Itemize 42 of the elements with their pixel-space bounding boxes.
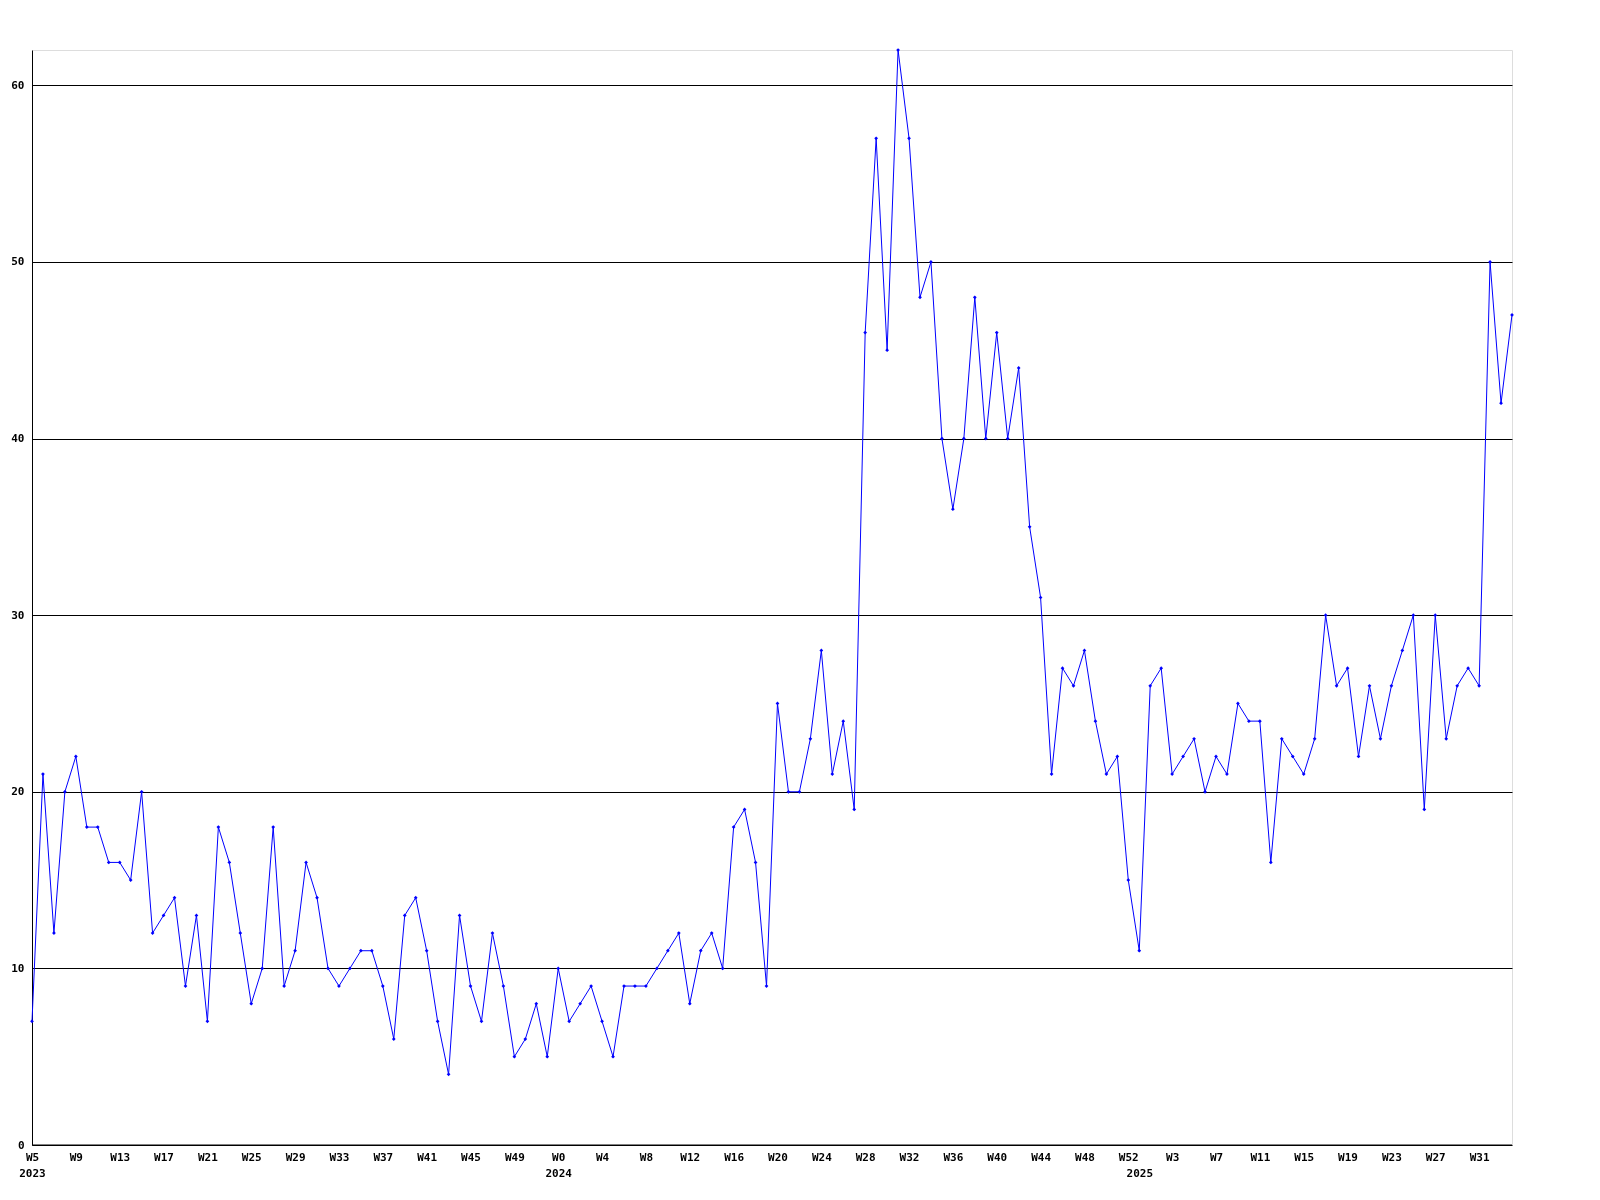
y-tick-label: 10 [11, 961, 25, 975]
x-tick-label: W36 [943, 1150, 964, 1164]
x-tick-label: W27 [1425, 1150, 1446, 1164]
x-tick-label: W45 [461, 1150, 481, 1164]
x-tick-label: W40 [987, 1150, 1008, 1164]
x-tick-label: W29 [285, 1150, 306, 1164]
x-tick-label: W4 [595, 1150, 610, 1164]
x-tick-label: W21 [197, 1150, 219, 1164]
x-tick-label: W0 2024 [545, 1150, 573, 1180]
x-tick-label: W11 [1250, 1150, 1271, 1164]
x-tick-label: W24 [811, 1150, 833, 1164]
x-tick-label: W9 [69, 1150, 83, 1164]
x-tick-label: W16 [724, 1150, 745, 1164]
x-tick-label: W5 2023 [19, 1150, 46, 1180]
x-tick-label: W23 [1381, 1150, 1402, 1164]
x-tick-label: W17 [154, 1150, 174, 1164]
x-tick-label: W19 [1338, 1150, 1358, 1164]
x-tick-label: W48 [1075, 1150, 1095, 1164]
x-tick-label: W41 [417, 1150, 438, 1164]
x-tick-label: 2025 [1126, 1166, 1154, 1180]
y-tick-label: 60 [11, 78, 25, 92]
x-tick-label: W8 [639, 1150, 654, 1164]
x-tick-label: W13 [110, 1150, 131, 1164]
y-tick-label: 40 [11, 432, 25, 446]
x-tick-label: W3 [1166, 1150, 1180, 1164]
x-tick-label: W28 [855, 1150, 876, 1164]
y-tick-label: 20 [11, 785, 25, 799]
x-tick-label: W52 [1118, 1150, 1139, 1164]
y-tick-label: 0 [17, 1138, 25, 1152]
y-tick-label: 30 [11, 608, 25, 622]
x-tick-label: W25 [241, 1150, 262, 1164]
x-tick-label: W15 [1294, 1150, 1315, 1164]
x-tick-label: W7 [1209, 1150, 1224, 1164]
x-tick-label: W12 [680, 1150, 701, 1164]
x-tick-label: W49 [504, 1150, 525, 1164]
x-tick-label: W33 [329, 1150, 350, 1164]
x-tick-label: W31 [1469, 1150, 1490, 1164]
x-tick-label: W44 [1031, 1150, 1052, 1164]
x-tick-label: W20 [768, 1150, 788, 1164]
x-tick-label: W32 [899, 1150, 920, 1164]
x-tick-label: W37 [373, 1150, 394, 1164]
y-tick-label: 50 [11, 255, 25, 269]
